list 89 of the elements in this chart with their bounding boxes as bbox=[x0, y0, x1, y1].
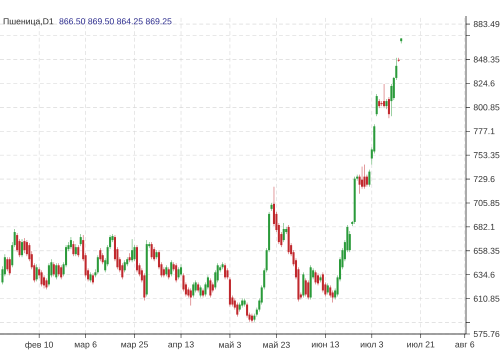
candlestick bbox=[45, 278, 48, 290]
x-tick-label: май 3 bbox=[219, 341, 241, 348]
candlestick bbox=[363, 164, 366, 189]
candlestick bbox=[92, 273, 94, 285]
candlestick bbox=[131, 238, 134, 262]
candlestick bbox=[192, 282, 194, 298]
candlestick bbox=[250, 313, 253, 323]
candlestick bbox=[60, 265, 62, 280]
candlestick bbox=[128, 252, 131, 262]
candlestick bbox=[190, 288, 192, 306]
candlestick bbox=[197, 282, 200, 293]
candlestick bbox=[236, 302, 238, 317]
y-tick-label: 729.6 bbox=[474, 176, 495, 182]
y-tick-label: 883.49 bbox=[474, 21, 500, 28]
candlestick bbox=[316, 273, 320, 286]
candlestick bbox=[175, 263, 178, 283]
x-tick-label: июн 13 bbox=[312, 341, 339, 348]
x-tick-label: июл 21 bbox=[407, 341, 434, 348]
y-tick-label: 848.35 bbox=[474, 56, 500, 63]
candlestick bbox=[99, 248, 102, 262]
candlestick bbox=[96, 254, 99, 275]
candlestick bbox=[6, 256, 8, 272]
candlestick bbox=[89, 272, 92, 283]
candlestick bbox=[77, 244, 80, 258]
candlestick bbox=[168, 267, 170, 280]
candlestick bbox=[36, 264, 38, 282]
candlestick bbox=[282, 222, 285, 242]
candlestick bbox=[200, 285, 202, 298]
x-tick-label: мар 6 bbox=[74, 341, 97, 350]
candlestick bbox=[74, 244, 77, 256]
candlestick bbox=[8, 256, 11, 276]
candlestick bbox=[180, 264, 182, 277]
candlestick bbox=[238, 302, 241, 312]
candlestick bbox=[246, 302, 248, 318]
y-tick-label: 800.85 bbox=[474, 104, 500, 110]
x-tick-label: май 23 bbox=[263, 341, 290, 348]
candlestick bbox=[270, 202, 273, 212]
candlestick bbox=[304, 278, 307, 297]
y-tick-label: 705.85 bbox=[474, 200, 500, 206]
chart-subtitle: 866.50 869.50 864.25 869.25 bbox=[59, 18, 172, 24]
candlestick bbox=[383, 84, 386, 108]
candlestick bbox=[209, 278, 212, 298]
y-tick-label: 575.76 bbox=[474, 330, 500, 338]
candlestick bbox=[156, 250, 158, 260]
candlestick bbox=[124, 260, 126, 273]
candlestick bbox=[307, 280, 310, 300]
x-tick-label: фев 10 bbox=[25, 341, 54, 350]
candlestick bbox=[302, 272, 304, 298]
candlestick bbox=[55, 263, 58, 280]
candlestick bbox=[170, 260, 172, 277]
candlestick bbox=[368, 169, 370, 187]
y-tick-label: 682.1 bbox=[474, 224, 495, 230]
candlestick bbox=[212, 282, 214, 293]
y-tick-label: 610.85 bbox=[474, 296, 500, 302]
candlestick bbox=[40, 270, 43, 287]
candlestick bbox=[224, 263, 226, 280]
candlestick bbox=[378, 98, 380, 108]
candlestick bbox=[376, 94, 378, 116]
candlestick bbox=[20, 238, 24, 258]
chart-title: Пшеница,D1 bbox=[4, 18, 54, 26]
y-tick-label: 824.6 bbox=[474, 80, 495, 86]
x-tick-label: авг 6 bbox=[455, 341, 474, 348]
candlestick bbox=[241, 298, 244, 308]
candlestick bbox=[70, 236, 72, 250]
candlestick bbox=[319, 275, 322, 283]
candlestick bbox=[52, 262, 55, 277]
candlestick bbox=[178, 267, 180, 280]
candlestick bbox=[48, 263, 50, 287]
candlestick bbox=[165, 265, 168, 277]
candlestick bbox=[72, 240, 74, 256]
x-tick-label: апр 13 bbox=[168, 341, 194, 350]
candlestick bbox=[23, 238, 26, 254]
candlestick bbox=[58, 263, 60, 277]
candlestick bbox=[388, 96, 390, 118]
candlestick bbox=[348, 230, 351, 252]
candlestick bbox=[150, 242, 153, 260]
y-tick-label: 777.1 bbox=[474, 128, 495, 134]
y-tick-label: 634.6 bbox=[474, 272, 495, 278]
y-tick-label: 753.35 bbox=[474, 152, 500, 158]
y-tick-label: 658.35 bbox=[474, 248, 500, 254]
candlestick bbox=[202, 288, 204, 298]
x-tick-label: мар 25 bbox=[121, 341, 148, 350]
candlestick bbox=[136, 244, 138, 273]
candlestick bbox=[322, 272, 324, 293]
candlestick bbox=[385, 98, 388, 110]
candlestick bbox=[326, 283, 329, 295]
candlestick bbox=[80, 234, 82, 246]
candlestick bbox=[314, 270, 317, 285]
x-tick-label: июл 3 bbox=[360, 341, 384, 348]
